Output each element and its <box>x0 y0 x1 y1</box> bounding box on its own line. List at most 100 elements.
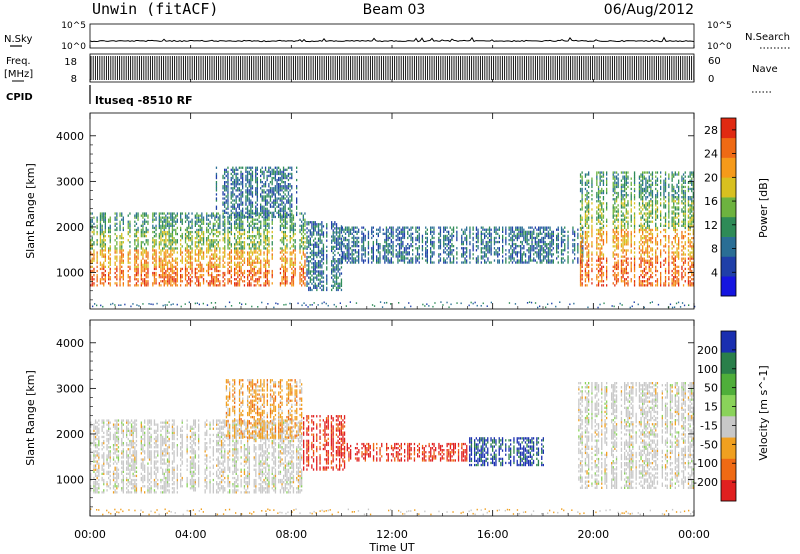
heatmap-cell <box>90 245 92 248</box>
heatmap-cell <box>271 247 273 250</box>
heatmap-cell <box>339 233 341 236</box>
heatmap-cell <box>490 247 492 250</box>
heatmap-cell <box>306 239 308 242</box>
heatmap-cell <box>248 222 250 225</box>
heatmap-cell <box>498 261 500 264</box>
heatmap-cell <box>387 261 389 264</box>
heatmap-cell <box>523 247 525 250</box>
heatmap-cell <box>292 280 295 283</box>
heatmap-cell <box>291 261 293 264</box>
heatmap-cell <box>314 276 316 279</box>
heatmap-cell <box>129 228 131 232</box>
heatmap-cell <box>539 255 541 258</box>
heatmap-cell <box>484 234 486 238</box>
heatmap-cell <box>321 272 323 275</box>
heatmap-cell <box>539 259 541 262</box>
heatmap-cell <box>129 278 131 281</box>
heatmap-cell <box>287 199 290 202</box>
heatmap-cell <box>248 213 250 217</box>
heatmap-cell <box>469 243 471 246</box>
heatmap-cell <box>402 226 404 229</box>
heatmap-cell <box>240 222 242 225</box>
heatmap-cell <box>518 245 520 248</box>
heatmap-cell <box>311 270 313 273</box>
heatmap-cell <box>176 220 178 223</box>
heatmap-cell <box>331 245 333 248</box>
heatmap-cell <box>291 259 293 262</box>
heatmap-cell <box>335 278 338 281</box>
heatmap-cell <box>235 282 237 285</box>
heatmap-cell <box>256 189 258 192</box>
heatmap-cell <box>279 271 282 275</box>
heatmap-cell <box>155 232 157 236</box>
heatmap-cell <box>317 223 320 226</box>
heatmap-cell <box>439 234 442 238</box>
heatmap-cell <box>255 181 257 184</box>
heatmap-cell <box>188 265 190 268</box>
heatmap-cell <box>206 249 208 252</box>
heatmap-cell <box>282 170 285 173</box>
heatmap-cell <box>147 230 149 234</box>
heatmap-cell <box>306 270 308 273</box>
heatmap-cell <box>186 245 188 248</box>
heatmap-cell <box>168 216 170 219</box>
heatmap-cell <box>119 269 121 273</box>
heatmap-cell <box>99 218 102 221</box>
heatmap-cell <box>469 234 471 238</box>
heatmap-cell <box>296 207 298 210</box>
heatmap-cell <box>144 232 146 236</box>
heatmap-cell <box>348 245 350 248</box>
heatmap-cell <box>248 282 250 285</box>
heatmap-cell <box>331 260 333 263</box>
heatmap-cell <box>299 271 301 275</box>
heatmap-cell <box>528 226 530 229</box>
heatmap-cell <box>202 282 205 285</box>
heatmap-cell <box>211 267 213 271</box>
heatmap-cell <box>477 228 479 231</box>
heatmap-cell <box>222 174 224 178</box>
heatmap-cell <box>243 214 246 217</box>
heatmap-cell <box>266 278 268 281</box>
heatmap-cell <box>505 249 507 252</box>
heatmap-cell <box>560 232 563 235</box>
heatmap-cell <box>142 230 144 234</box>
heatmap-cell <box>520 249 522 252</box>
heatmap-cell <box>171 218 174 221</box>
heatmap-cell <box>222 214 224 217</box>
heatmap-cell <box>176 241 178 244</box>
heatmap-cell <box>189 232 192 236</box>
heatmap-cell <box>299 249 301 252</box>
heatmap-cell <box>242 172 244 176</box>
heatmap-cell <box>438 238 440 242</box>
heatmap-cell <box>398 245 401 248</box>
heatmap-cell <box>296 178 298 182</box>
heatmap-cell <box>212 239 214 242</box>
heatmap-cell <box>348 234 350 238</box>
heatmap-cell <box>186 228 188 232</box>
heatmap-cell <box>271 269 273 273</box>
heatmap-cell <box>233 193 236 196</box>
heatmap-cell <box>207 261 210 264</box>
heatmap-cell <box>184 232 187 236</box>
heatmap-cell <box>229 280 231 283</box>
heatmap-cell <box>162 222 164 225</box>
heatmap-cell <box>116 278 118 281</box>
heatmap-cell <box>289 172 291 176</box>
heatmap-cell <box>508 243 510 246</box>
heatmap-cell <box>224 226 226 230</box>
heatmap-cell <box>96 274 98 277</box>
heatmap-cell <box>134 247 136 250</box>
heatmap-cell <box>189 259 192 262</box>
heatmap-cell <box>372 240 374 244</box>
heatmap-cell <box>214 239 216 242</box>
heatmap-cell <box>493 226 496 229</box>
heatmap-cell <box>443 251 445 254</box>
heatmap-cell <box>313 286 315 289</box>
heatmap-cell <box>250 211 252 214</box>
heatmap-cell <box>235 220 237 223</box>
heatmap-cell <box>485 230 487 233</box>
heatmap-cell <box>372 249 374 252</box>
heatmap-cell <box>382 257 384 260</box>
heatmap-cell <box>212 224 214 227</box>
heatmap-cell <box>101 282 103 285</box>
